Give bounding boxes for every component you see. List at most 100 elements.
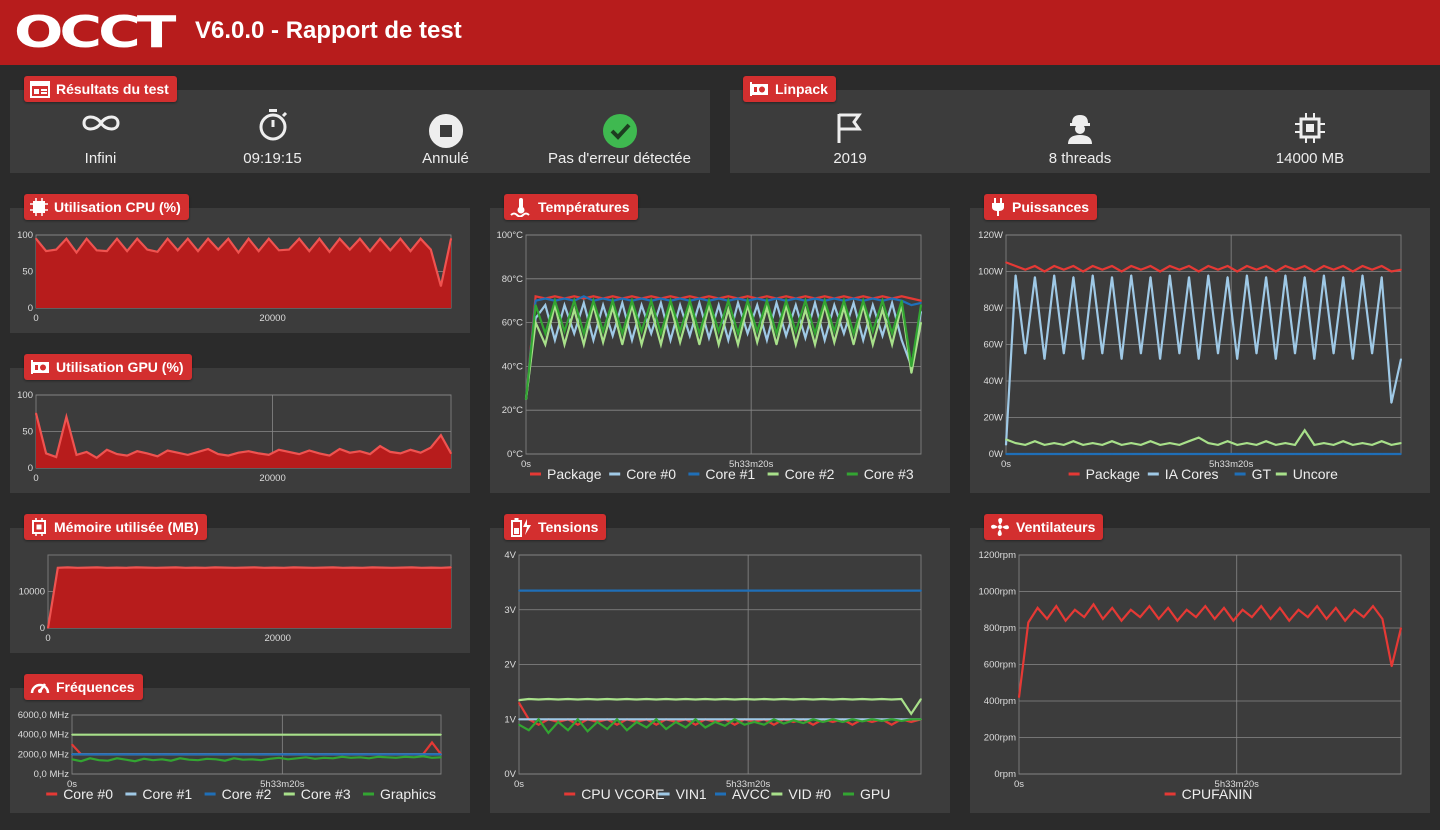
data-point — [1390, 270, 1393, 273]
data-point — [611, 299, 614, 302]
data-point — [900, 295, 903, 298]
data-point — [1130, 274, 1133, 276]
data-point — [419, 451, 422, 454]
data-point — [775, 302, 778, 304]
data-point — [596, 589, 599, 592]
data-point — [296, 757, 298, 760]
data-point — [1246, 265, 1248, 267]
data-point — [812, 723, 814, 726]
data-point — [1018, 696, 1020, 699]
data-point — [1246, 442, 1248, 444]
data-point — [233, 566, 236, 569]
data-point — [528, 589, 530, 592]
data-point — [296, 753, 298, 756]
data-point — [361, 566, 364, 569]
data-point — [146, 452, 149, 455]
legend-label: CPU VCORE — [581, 786, 664, 802]
data-point — [1380, 453, 1383, 455]
data-point — [537, 698, 540, 701]
data-point — [537, 589, 540, 592]
data-point — [891, 302, 893, 304]
data-point — [422, 753, 424, 756]
data-point — [1120, 453, 1123, 455]
data-point — [369, 453, 371, 455]
stat-status: Annulé — [355, 90, 536, 173]
data-point — [1371, 453, 1373, 455]
series-area — [36, 238, 451, 308]
data-point — [107, 753, 109, 756]
data-point — [1371, 268, 1373, 271]
data-point — [814, 343, 816, 346]
data-point — [733, 589, 736, 592]
data-point — [785, 295, 787, 298]
results-panel: Infini 09:19:15 Annulé Pas d'erreur déte… — [10, 90, 710, 173]
data-point — [116, 237, 118, 240]
data-point — [1232, 619, 1235, 622]
stop-icon — [428, 114, 463, 153]
data-point — [395, 756, 397, 759]
data-point — [861, 720, 863, 723]
data-point — [841, 718, 844, 721]
data-point — [1055, 605, 1058, 607]
temperatures-chart: 100°C 80°C 60°C 40°C 20°C 0°C0s 5h33m20s Packag… — [496, 230, 923, 482]
data-point — [802, 589, 805, 592]
data-point — [401, 566, 403, 569]
data-point — [283, 566, 285, 569]
badge-label: Utilisation GPU (%) — [56, 359, 184, 375]
data-point — [431, 753, 433, 756]
data-point — [852, 297, 855, 300]
data-point — [420, 566, 423, 569]
data-point — [386, 756, 388, 759]
data-point — [55, 456, 58, 458]
data-point — [557, 589, 560, 592]
data-point — [1207, 453, 1210, 455]
data-point — [45, 250, 47, 252]
y-tick-label: 4000,0 MHz — [18, 730, 69, 741]
data-point — [342, 566, 344, 569]
x-tick-label: 0s — [67, 779, 77, 790]
data-point — [404, 733, 406, 736]
data-point — [814, 302, 816, 304]
data-point — [1400, 627, 1402, 629]
data-point — [743, 718, 746, 721]
series-line — [34, 412, 452, 460]
data-point — [602, 341, 604, 344]
data-point — [823, 295, 826, 298]
series-line — [1005, 428, 1402, 447]
data-point — [804, 295, 807, 298]
data-point — [688, 334, 691, 337]
y-tick-label: 100 — [17, 230, 33, 241]
data-point — [547, 698, 550, 700]
data-point — [1178, 453, 1181, 455]
linpack-panel: 2019 8 threads 14000 MB — [730, 90, 1430, 173]
data-point — [704, 726, 707, 729]
data-point — [263, 566, 266, 569]
data-point — [1064, 619, 1067, 622]
data-point — [518, 699, 520, 701]
data-point — [640, 304, 643, 306]
data-point — [1217, 352, 1219, 355]
data-point — [1342, 276, 1344, 278]
data-point — [766, 295, 768, 298]
data-point — [1188, 265, 1190, 267]
data-point — [675, 589, 677, 592]
legend-label: Core #0 — [63, 786, 113, 802]
data-point — [586, 589, 589, 592]
x-tick-label: 5h33m20s — [1215, 779, 1260, 790]
data-point — [698, 302, 701, 304]
data-point — [1236, 453, 1239, 455]
data-point — [640, 343, 643, 346]
data-point — [557, 721, 560, 723]
data-point — [1332, 453, 1335, 455]
data-point — [381, 566, 383, 569]
data-point — [1111, 276, 1113, 278]
data-point — [679, 330, 681, 333]
data-point — [184, 566, 187, 569]
data-point — [188, 753, 190, 756]
report-icon — [30, 80, 50, 98]
data-point — [1072, 453, 1075, 455]
data-point — [1157, 618, 1160, 620]
data-point — [242, 753, 244, 756]
data-point — [567, 729, 569, 731]
